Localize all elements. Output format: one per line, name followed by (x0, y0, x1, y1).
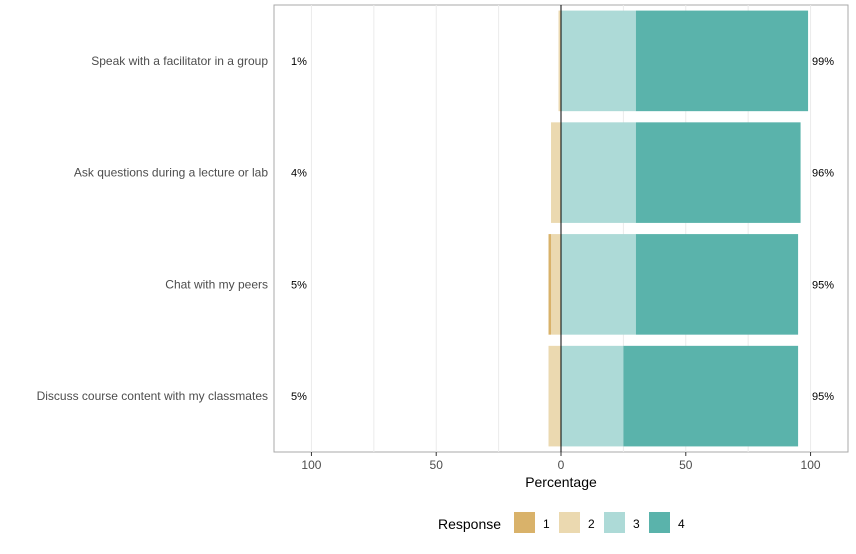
right-percent-label: 95% (812, 391, 834, 403)
legend-label: 3 (633, 517, 640, 531)
bar-segment-response-2 (551, 234, 561, 335)
left-percent-label: 4% (291, 168, 307, 180)
right-percent-label: 95% (812, 279, 834, 291)
x-tick-label: 0 (558, 458, 565, 472)
bar-segment-response-3 (561, 10, 636, 112)
legend-title: Response (438, 516, 501, 532)
legend: Response 1 2 3 4 (438, 512, 685, 533)
left-percent-label: 5% (291, 279, 307, 291)
bar-segment-response-2 (551, 122, 561, 223)
bar-segment-response-3 (561, 234, 636, 335)
x-axis-ticks: 100 50 0 50 100 (301, 452, 821, 472)
bar-segment-response-3 (561, 122, 636, 223)
legend-swatch-3 (604, 512, 625, 533)
category-label: Speak with a facilitator in a group (91, 54, 268, 68)
bar-segment-response-4 (623, 345, 799, 447)
bar-segment-response-2 (558, 10, 561, 112)
x-tick-label: 100 (801, 458, 821, 472)
left-percent-label: 1% (291, 56, 307, 68)
bar-segment-response-3 (561, 345, 624, 447)
x-tick-label: 50 (430, 458, 444, 472)
bar-segment-response-1 (548, 234, 552, 335)
right-percent-label: 96% (812, 168, 834, 180)
legend-swatch-1 (514, 512, 535, 533)
x-axis-label: Percentage (525, 474, 597, 490)
right-percent-label: 99% (812, 56, 834, 68)
x-tick-label: 50 (679, 458, 693, 472)
bar-segment-response-4 (635, 10, 809, 112)
bar-segment-response-4 (635, 122, 801, 223)
percent-labels: 1% 99% 4% 96% 5% 95% 5% 95% (291, 56, 834, 403)
legend-label: 4 (678, 517, 685, 531)
legend-label: 2 (588, 517, 595, 531)
category-labels: Speak with a facilitator in a group Ask q… (37, 54, 269, 403)
bars (548, 10, 809, 447)
x-tick-label: 100 (301, 458, 321, 472)
category-label: Chat with my peers (165, 277, 268, 291)
legend-label: 1 (543, 517, 550, 531)
left-percent-label: 5% (291, 391, 307, 403)
bar-segment-response-4 (635, 234, 799, 335)
bar-segment-response-2 (548, 345, 561, 447)
legend-swatch-4 (649, 512, 670, 533)
legend-swatch-2 (559, 512, 580, 533)
category-label: Discuss course content with my classmate… (37, 389, 268, 403)
category-label: Ask questions during a lecture or lab (74, 166, 268, 180)
